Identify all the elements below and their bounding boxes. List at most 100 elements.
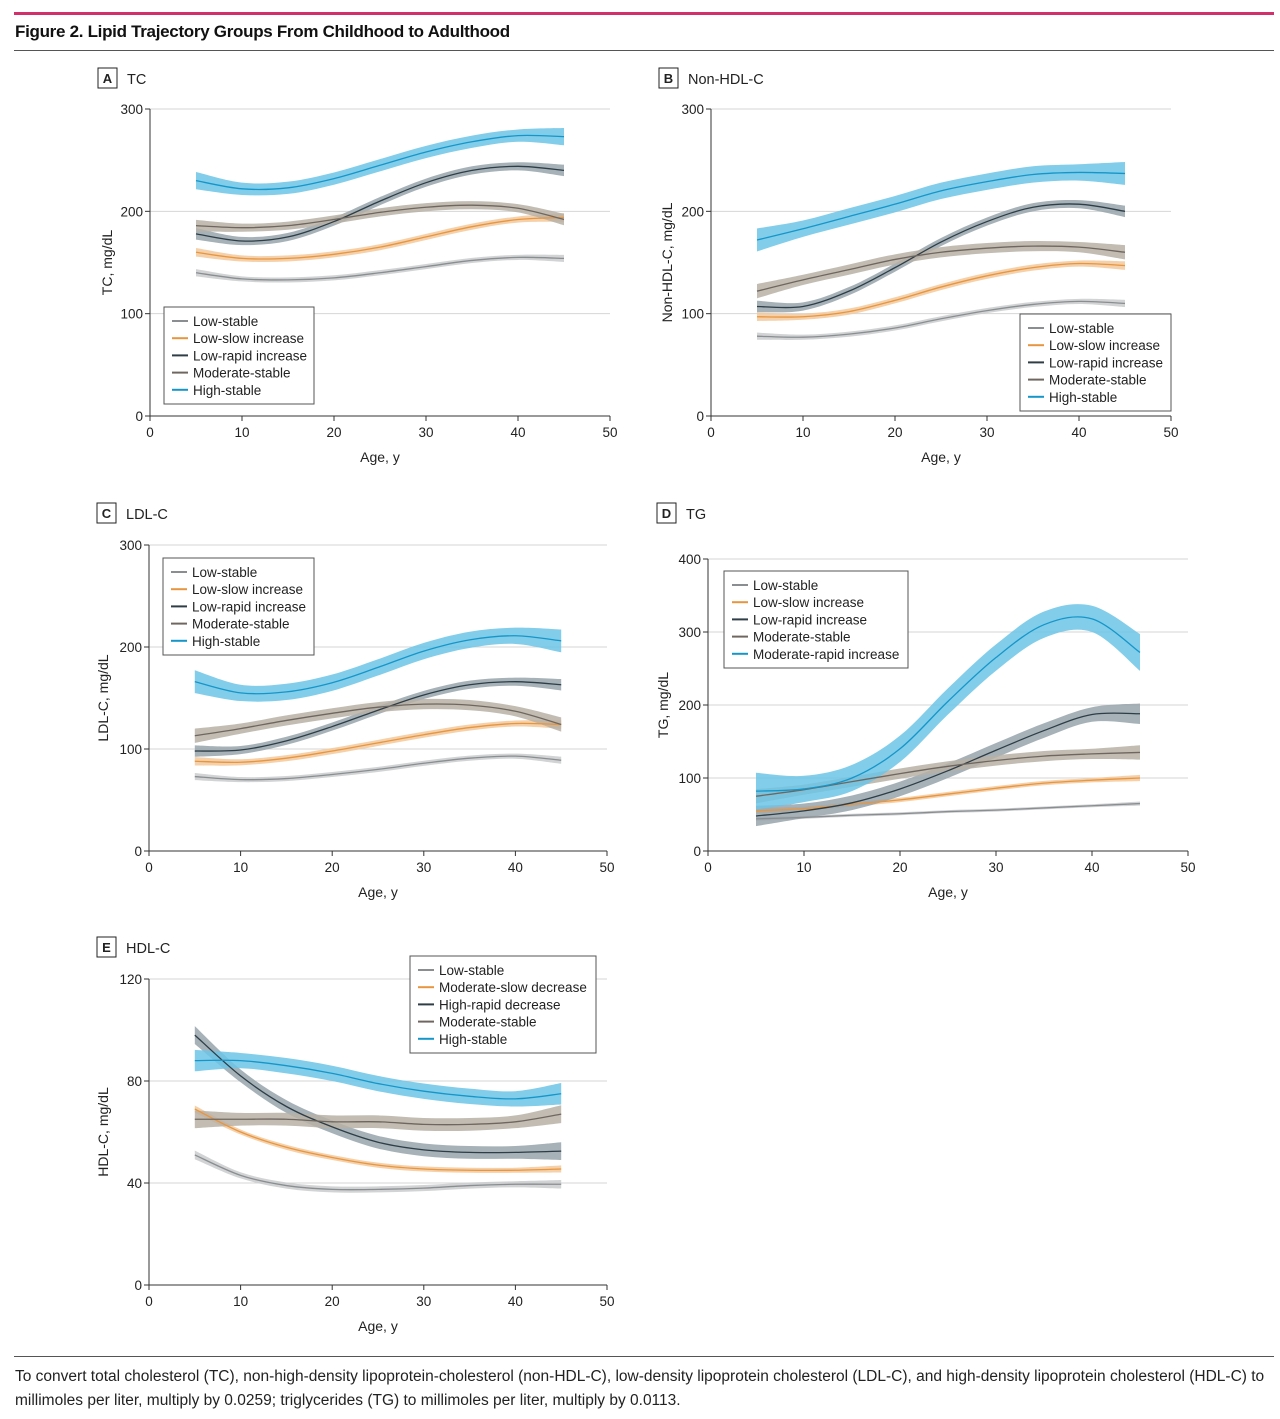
- x-axis-label: Age, y: [921, 449, 961, 465]
- series-line-low-rapid-increase: [194, 681, 562, 752]
- x-axis-label: Age, y: [358, 1318, 398, 1334]
- legend-label: Moderate-stable: [193, 366, 291, 381]
- x-tick-label: 0: [146, 425, 154, 440]
- series-line-low-slow-increase: [194, 722, 562, 764]
- series-line-low-rapid-increase: [756, 203, 1126, 309]
- panel-title: Non-HDL-C: [688, 72, 764, 88]
- panel-title: HDL-C: [126, 941, 170, 957]
- ci-band-high-stable: [194, 627, 562, 702]
- x-tick-label: 10: [233, 860, 248, 875]
- ci-band-low-rapid-increase: [196, 162, 564, 246]
- x-tick-label: 0: [145, 860, 153, 875]
- series-line-low-slow-increase: [756, 262, 1126, 318]
- x-tick-label: 30: [418, 425, 433, 440]
- x-tick-label: 0: [145, 1294, 153, 1309]
- y-tick-label: 200: [681, 204, 704, 219]
- footer-divider: [14, 1356, 1274, 1357]
- legend-label: High-rapid decrease: [439, 997, 561, 1012]
- y-tick-label: 300: [120, 102, 143, 117]
- legend-label: Low-rapid increase: [1049, 355, 1163, 370]
- legend-label: Low-stable: [193, 314, 258, 329]
- series-line-high-stable: [756, 171, 1126, 241]
- x-tick-label: 40: [510, 425, 525, 440]
- ci-band-moderate-stable: [756, 745, 1140, 804]
- y-tick-label: 100: [119, 742, 142, 757]
- legend-label: High-stable: [193, 383, 261, 398]
- legend-label: Moderate-slow decrease: [439, 980, 587, 995]
- panel-letter: B: [664, 71, 673, 86]
- x-tick-label: 20: [325, 860, 340, 875]
- x-tick-label: 0: [707, 425, 715, 440]
- panel-letter-box: [97, 67, 118, 89]
- legend-label: High-stable: [1049, 390, 1117, 405]
- legend-label: Moderate-stable: [753, 630, 851, 645]
- legend-box: [1019, 313, 1172, 412]
- panel-d: D TG 0 100 200 300 400 0 10 20 30 40 50 Age, y TG, mg/…: [655, 502, 1196, 900]
- ci-band-moderate-stable: [196, 201, 564, 232]
- x-tick-label: 40: [1084, 860, 1099, 875]
- series-line-low-stable: [195, 256, 565, 281]
- x-tick-label: 40: [508, 860, 523, 875]
- legend-label: Moderate-stable: [439, 1015, 537, 1030]
- y-axis-label: TG, mg/dL: [655, 672, 671, 738]
- accent-bar: [14, 12, 1274, 15]
- series-line-moderate-slow-decrease: [194, 1108, 562, 1172]
- legend: Low-stable Low-slow increase Low-rapid inc…: [162, 557, 315, 656]
- legend-label: Low-stable: [439, 963, 504, 978]
- ci-band-low-rapid-increase: [194, 677, 562, 757]
- y-tick-label: 100: [681, 307, 704, 322]
- legend: Low-stable Moderate-slow decrease High-rap…: [409, 955, 597, 1054]
- y-axis-label: HDL-C, mg/dL: [95, 1087, 111, 1177]
- series-line-low-slow-increase: [755, 777, 1141, 812]
- series-line-moderate-stable: [195, 204, 565, 229]
- series-line-low-stable: [194, 1154, 562, 1191]
- y-tick-label: 300: [681, 102, 704, 117]
- legend-box: [162, 557, 315, 656]
- x-tick-label: 10: [234, 425, 249, 440]
- y-tick-label: 400: [678, 552, 701, 567]
- ci-band-high-stable: [194, 1049, 562, 1107]
- series-line-high-stable: [194, 635, 562, 695]
- legend: Low-stable Low-slow increase Low-rapid inc…: [163, 306, 315, 405]
- ci-band-low-slow-increase: [757, 260, 1125, 322]
- series-line-moderate-stable: [194, 1113, 562, 1126]
- y-axis-label: LDL-C, mg/dL: [95, 654, 111, 741]
- x-tick-label: 40: [508, 1294, 523, 1309]
- ci-band-high-rapid-decrease: [194, 1026, 562, 1161]
- legend-label: Low-stable: [1049, 321, 1114, 336]
- panel-letter-box: [658, 67, 679, 89]
- y-tick-label: 200: [678, 698, 701, 713]
- y-tick-label: 100: [120, 307, 143, 322]
- series-line-high-stable: [194, 1059, 562, 1100]
- panel-title: TG: [686, 507, 706, 523]
- legend-label: Low-stable: [192, 565, 257, 580]
- y-tick-label: 0: [693, 844, 701, 859]
- x-tick-label: 40: [1071, 425, 1086, 440]
- x-axis-label: Age, y: [360, 449, 400, 465]
- y-tick-label: 120: [119, 972, 142, 987]
- y-axis-label: Non-HDL-C, mg/dL: [659, 202, 675, 322]
- legend-label: Low-slow increase: [193, 331, 304, 346]
- panel-title: TC: [127, 72, 146, 88]
- x-tick-label: 20: [887, 425, 902, 440]
- figure-caption: To convert total cholesterol (TC), non-h…: [15, 1368, 1265, 1409]
- panel-letter: A: [103, 71, 113, 86]
- series-line-moderate-stable: [756, 245, 1126, 292]
- legend-label: Low-rapid increase: [753, 612, 867, 627]
- legend-label: Low-slow increase: [192, 582, 303, 597]
- y-tick-label: 0: [135, 409, 143, 424]
- y-tick-label: 0: [696, 409, 704, 424]
- legend: Low-stable Low-slow increase Low-rapid inc…: [723, 570, 909, 669]
- ci-band-low-stable: [194, 753, 562, 783]
- legend-label: Moderate-stable: [192, 617, 290, 632]
- series-line-moderate-stable: [194, 703, 562, 737]
- series-line-high-stable: [195, 134, 565, 191]
- x-tick-label: 30: [988, 860, 1003, 875]
- legend-box: [409, 955, 597, 1054]
- panel-letter: D: [662, 506, 671, 521]
- y-tick-label: 200: [120, 204, 143, 219]
- series-line-low-stable: [194, 755, 562, 781]
- series-line-low-stable: [755, 802, 1141, 820]
- y-tick-label: 0: [134, 844, 142, 859]
